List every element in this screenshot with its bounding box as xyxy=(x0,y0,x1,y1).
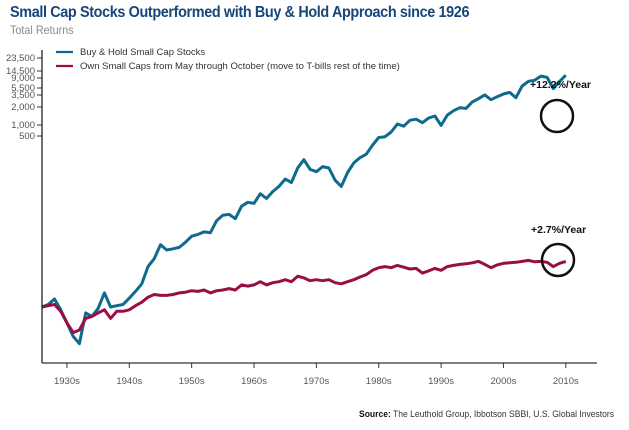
x-tick-label: 1950s xyxy=(179,376,205,387)
y-tick-label: 23,500 xyxy=(6,53,35,64)
source-text: The Leuthold Group, Ibbotson SBBI, U.S. … xyxy=(390,409,615,420)
y-tick-label: 5,500 xyxy=(11,83,35,94)
y-tick-label: 1,000 xyxy=(11,120,35,131)
y-tick-label: 14,500 xyxy=(6,66,35,77)
y-tick-label: 9,000 xyxy=(11,73,35,84)
y-tick-label: 500 xyxy=(19,131,35,142)
annotations: +12.2%/Year +2.7%/Year xyxy=(530,79,591,278)
series-layer xyxy=(41,74,567,346)
legend-label-seasonal: Own Small Caps from May through October … xyxy=(80,61,400,72)
source-label: Source: xyxy=(359,409,391,420)
y-tick-label: 3,500 xyxy=(11,90,35,101)
annotation-buy-hold: +12.2%/Year xyxy=(530,79,591,91)
x-tick-label: 2000s xyxy=(491,376,517,387)
x-tick-label: 1980s xyxy=(366,376,392,387)
annotation-seasonal: +2.7%/Year xyxy=(531,224,586,236)
x-tick-label: 1960s xyxy=(241,376,267,387)
x-tick-label: 1970s xyxy=(303,376,329,387)
series-line-buy-hold xyxy=(41,74,567,346)
x-tick-label: 1930s xyxy=(54,376,80,387)
highlight-circle-seasonal xyxy=(540,242,576,278)
legend-label-buy-hold: Buy & Hold Small Cap Stocks xyxy=(80,47,205,58)
x-ticks: 1930s 1940s 1950s 1960s 1970s 1980s 1990s 2000s… xyxy=(54,363,579,387)
x-tick-label: 2010s xyxy=(553,376,579,387)
x-tick-label: 1990s xyxy=(428,376,454,387)
chart-title: Small Cap Stocks Outperformed with Buy &… xyxy=(10,4,470,21)
highlight-circle-buy-hold xyxy=(539,98,575,134)
x-tick-label: 1940s xyxy=(116,376,142,387)
chart-subtitle: Total Returns xyxy=(10,23,74,37)
y-tick-label: 2,000 xyxy=(11,102,35,113)
legend: Buy & Hold Small Cap Stocks Own Small Ca… xyxy=(56,47,400,72)
source-note: Source: The Leuthold Group, Ibbotson SBB… xyxy=(359,409,614,420)
series-line-seasonal xyxy=(41,258,567,335)
